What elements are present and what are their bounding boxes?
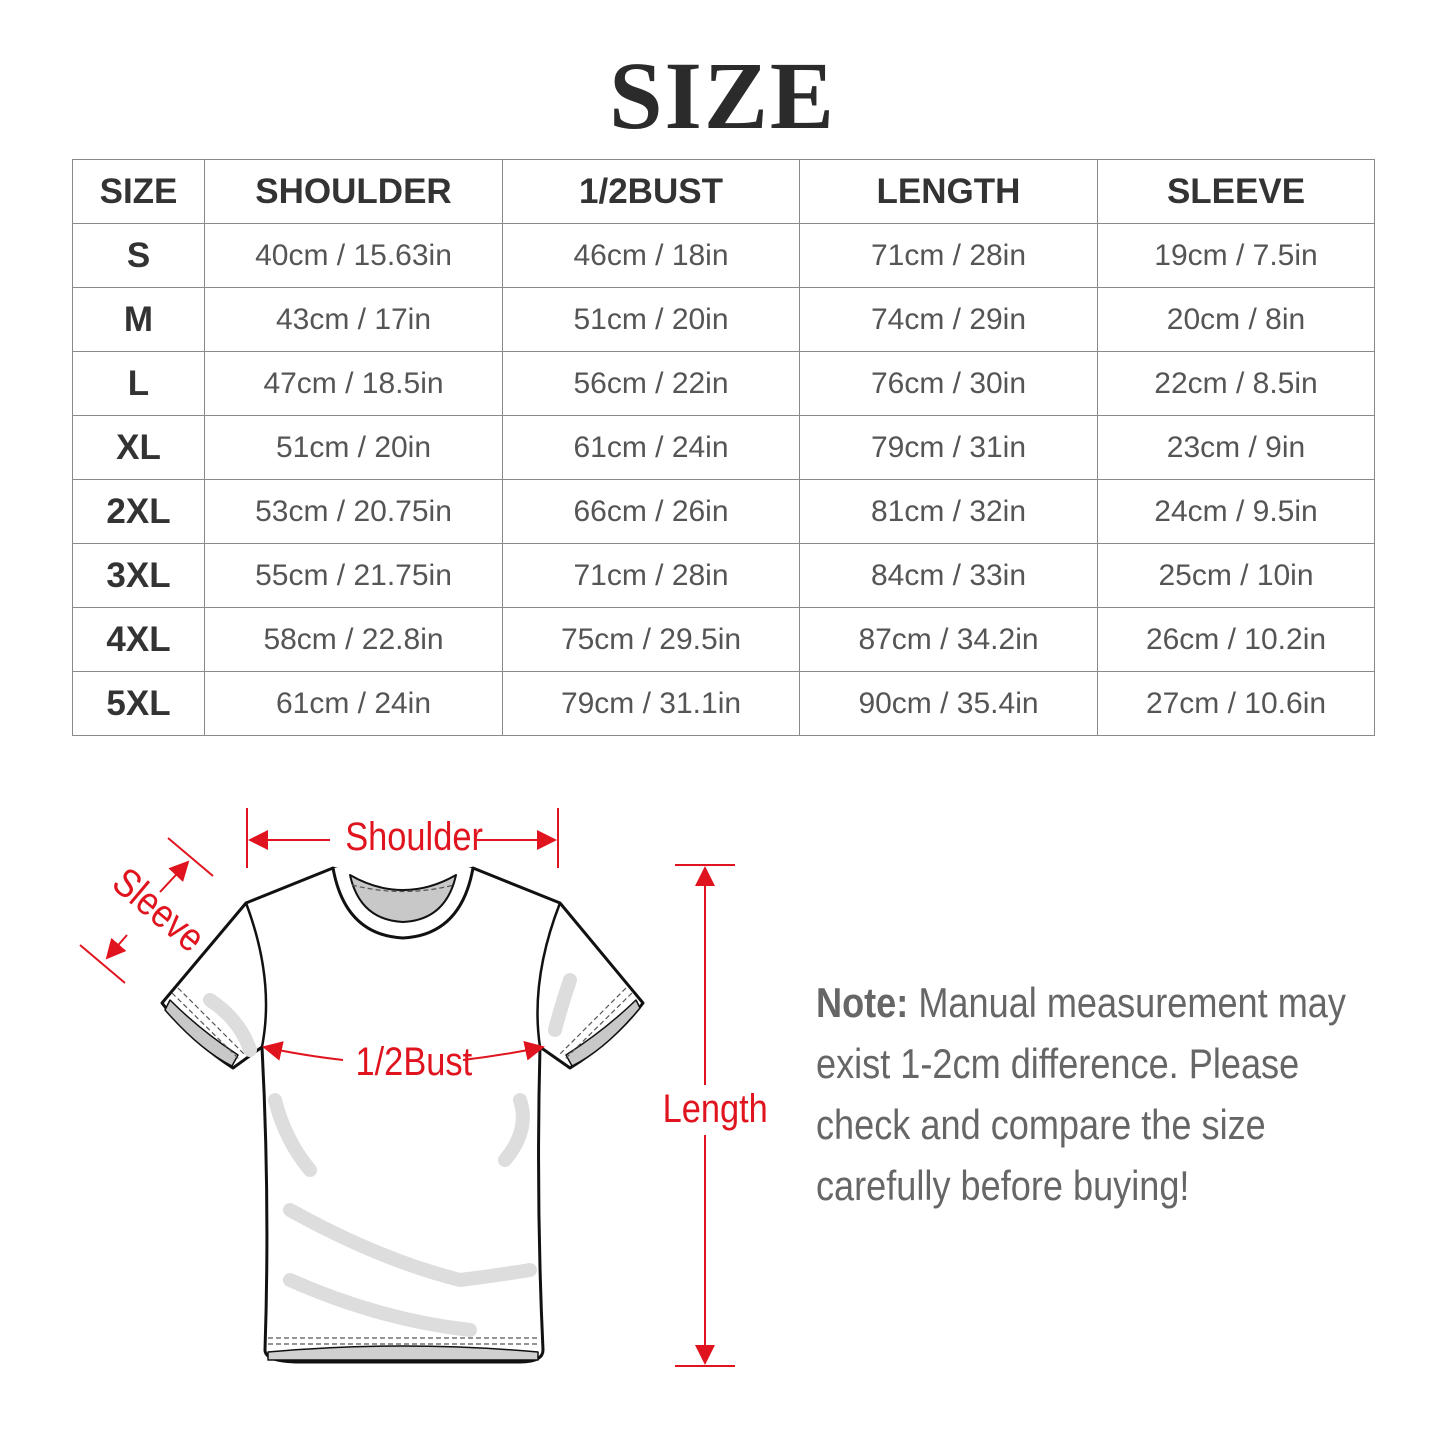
measurement-cell: 19cm / 7.5in (1097, 223, 1375, 288)
measurement-cell: 61cm / 24in (502, 415, 800, 480)
table-row: XL 51cm / 20in 61cm / 24in 79cm / 31in 23cm … (72, 415, 1375, 480)
measurement-cell: 75cm / 29.5in (502, 607, 800, 672)
measurement-cell: 24cm / 9.5in (1097, 479, 1375, 544)
size-cell: M (72, 287, 205, 352)
bust-label: 1/2Bust (355, 1040, 473, 1084)
column-header-sleeve: SLEEVE (1097, 159, 1375, 224)
measurement-cell: 74cm / 29in (799, 287, 1098, 352)
measurement-cell: 22cm / 8.5in (1097, 351, 1375, 416)
measurement-cell: 76cm / 30in (799, 351, 1098, 416)
measurement-cell: 51cm / 20in (502, 287, 800, 352)
measurement-cell: 27cm / 10.6in (1097, 671, 1375, 736)
measurement-cell: 40cm / 15.63in (204, 223, 503, 288)
shoulder-label: Shoulder (345, 815, 483, 859)
measurement-cell: 23cm / 9in (1097, 415, 1375, 480)
note-text: Note: Manual measurement may exist 1-2cm… (816, 972, 1432, 1216)
measurement-cell: 26cm / 10.2in (1097, 607, 1375, 672)
size-cell: 3XL (72, 543, 205, 608)
column-header-length: LENGTH (799, 159, 1098, 224)
note-label: Note: (816, 979, 909, 1026)
table-row: L 47cm / 18.5in 56cm / 22in 76cm / 30in 22cm… (72, 351, 1375, 416)
column-header-12bust: 1/2BUST (502, 159, 800, 224)
size-cell: L (72, 351, 205, 416)
table-row: M 43cm / 17in 51cm / 20in 74cm / 29in 20cm /… (72, 287, 1375, 352)
table-header-row: SIZE SHOULDER 1/2BUST LENGTH SLEEVE (72, 159, 1375, 224)
measurement-cell: 81cm / 32in (799, 479, 1098, 544)
measurement-cell: 46cm / 18in (502, 223, 800, 288)
size-cell: 2XL (72, 479, 205, 544)
note-line: carefully before buying! (816, 1162, 1190, 1209)
size-table: SIZE SHOULDER 1/2BUST LENGTH SLEEVE S 40cm / … (72, 159, 1375, 736)
measurement-cell: 55cm / 21.75in (204, 543, 503, 608)
table-row: 5XL 61cm / 24in 79cm / 31.1in 90cm / 35.4in… (72, 671, 1375, 736)
measurement-cell: 84cm / 33in (799, 543, 1098, 608)
note-line: exist 1-2cm difference. Please (816, 1040, 1300, 1087)
length-label: Length (662, 1087, 768, 1131)
measurement-cell: 90cm / 35.4in (799, 671, 1098, 736)
measurement-cell: 43cm / 17in (204, 287, 503, 352)
size-cell: 5XL (72, 671, 205, 736)
column-header-size: SIZE (72, 159, 205, 224)
measurement-cell: 58cm / 22.8in (204, 607, 503, 672)
table-row: S 40cm / 15.63in 46cm / 18in 71cm / 28in 19c… (72, 223, 1375, 288)
measurement-cell: 25cm / 10in (1097, 543, 1375, 608)
measurement-cell: 66cm / 26in (502, 479, 800, 544)
measurement-cell: 51cm / 20in (204, 415, 503, 480)
measurement-cell: 20cm / 8in (1097, 287, 1375, 352)
table-row: 3XL 55cm / 21.75in 71cm / 28in 84cm / 33in 2… (72, 543, 1375, 608)
table-row: 2XL 53cm / 20.75in 66cm / 26in 81cm / 32in 2… (72, 479, 1375, 544)
tshirt-illustration (160, 866, 645, 1364)
note-line: Manual measurement may (918, 979, 1346, 1026)
page-title: SIZE (609, 42, 836, 149)
note-line: check and compare the size (816, 1101, 1266, 1148)
measurement-cell: 53cm / 20.75in (204, 479, 503, 544)
measurement-cell: 79cm / 31in (799, 415, 1098, 480)
size-cell: S (72, 223, 205, 288)
measurement-cell: 71cm / 28in (502, 543, 800, 608)
measurement-lines (79, 808, 735, 1367)
size-cell: 4XL (72, 607, 205, 672)
measurement-cell: 61cm / 24in (204, 671, 503, 736)
measurement-cell: 56cm / 22in (502, 351, 800, 416)
measurement-cell: 47cm / 18.5in (204, 351, 503, 416)
measurement-cell: 79cm / 31.1in (502, 671, 800, 736)
